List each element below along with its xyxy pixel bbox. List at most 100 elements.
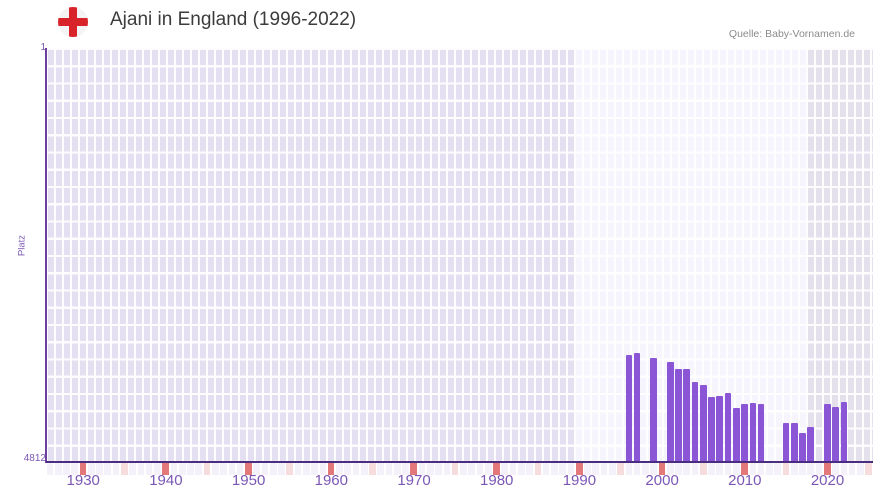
year-marker-1964	[360, 463, 368, 475]
year-marker-1975	[451, 463, 459, 475]
england-flag-icon	[58, 7, 88, 37]
bar-2010[interactable]	[741, 404, 748, 462]
year-marker-1967	[385, 463, 393, 475]
year-marker-2006	[708, 463, 715, 475]
y-tick-label-bottom: 4812	[23, 453, 46, 464]
bar-2004[interactable]	[691, 382, 699, 462]
x-tick-label-1940: 1940	[149, 472, 183, 489]
year-marker-1933	[104, 463, 112, 475]
year-marker-1993	[600, 463, 608, 475]
year-marker-1959	[319, 463, 327, 475]
x-tick-label-1960: 1960	[314, 472, 348, 489]
year-marker-1994	[608, 463, 616, 475]
year-marker-2002	[675, 463, 682, 475]
year-marker-1998	[642, 463, 649, 475]
bar-2011[interactable]	[749, 403, 757, 462]
year-marker-1999	[650, 463, 657, 475]
decade-marker-1930	[79, 463, 87, 475]
bar-2021[interactable]	[832, 407, 839, 462]
year-marker-2019	[815, 463, 823, 475]
year-marker-1973	[435, 463, 442, 475]
bar-2022[interactable]	[840, 401, 848, 462]
year-marker-1986	[542, 463, 550, 475]
bar-2017[interactable]	[799, 433, 806, 462]
year-marker-1938	[145, 463, 153, 475]
year-marker-2024	[857, 463, 864, 475]
decade-marker-1940	[162, 463, 170, 475]
year-marker-1958	[311, 463, 318, 475]
page-title: Ajani in England (1996-2022)	[110, 9, 357, 30]
year-marker-1945	[203, 463, 211, 475]
year-marker-2005	[699, 463, 707, 475]
year-marker-1966	[377, 463, 385, 475]
x-tick-label-1980: 1980	[480, 472, 514, 489]
year-marker-1982	[509, 463, 517, 475]
x-axis-line	[46, 461, 873, 463]
year-marker-1926	[46, 463, 54, 475]
year-marker-1974	[443, 463, 451, 475]
bar-2015[interactable]	[782, 422, 790, 462]
bar-2012[interactable]	[757, 403, 765, 462]
bar-2018[interactable]	[807, 426, 815, 462]
year-marker-1949	[236, 463, 244, 475]
year-marker-2003	[683, 463, 691, 475]
year-marker-1952	[261, 463, 269, 475]
flag-cross-vertical	[69, 7, 77, 37]
year-marker-2017	[799, 463, 806, 475]
chart-header: Ajani in England (1996-2022) Quelle: Bab…	[0, 0, 873, 44]
year-marker-2025	[865, 463, 872, 475]
year-marker-2012	[757, 463, 765, 475]
year-marker-1956	[294, 463, 302, 475]
year-marker-2013	[766, 463, 773, 475]
y-tick-label-top: 1	[40, 42, 46, 53]
y-axis-title: Platz	[16, 234, 28, 257]
year-marker-1955	[286, 463, 294, 475]
year-marker-1984	[526, 463, 533, 475]
year-marker-1931	[87, 463, 95, 475]
year-marker-1978	[476, 463, 484, 475]
bar-2003[interactable]	[683, 369, 691, 462]
year-marker-2009	[733, 463, 740, 475]
year-marker-1989	[567, 463, 575, 475]
y-axis-line	[45, 48, 47, 463]
year-marker-1954	[278, 463, 285, 475]
bar-1997[interactable]	[633, 353, 641, 462]
year-marker-2001	[666, 463, 674, 475]
year-marker-1963	[352, 463, 360, 475]
x-tick-label-2010: 2010	[728, 472, 762, 489]
bar-2016[interactable]	[790, 423, 798, 462]
year-marker-1932	[96, 463, 103, 475]
year-marker-1957	[302, 463, 310, 475]
decade-marker-1960	[327, 463, 335, 475]
year-marker-1935	[121, 463, 128, 475]
decade-marker-1950	[245, 463, 252, 475]
bar-2020[interactable]	[823, 403, 831, 462]
year-marker-1991	[584, 463, 591, 475]
bar-2006[interactable]	[708, 396, 715, 462]
x-tick-label-1970: 1970	[397, 472, 431, 489]
bar-2002[interactable]	[675, 368, 682, 462]
bar-2005[interactable]	[699, 385, 707, 462]
year-marker-1941	[170, 463, 178, 475]
bar-1999[interactable]	[650, 357, 657, 462]
year-marker-1939	[154, 463, 161, 475]
year-marker-1953	[269, 463, 277, 475]
year-marker-1947	[220, 463, 227, 475]
year-marker-1977	[468, 463, 476, 475]
bar-2009[interactable]	[733, 407, 740, 462]
year-marker-1985	[534, 463, 542, 475]
year-marker-1962	[344, 463, 351, 475]
year-marker-1965	[369, 463, 376, 475]
year-marker-1997	[633, 463, 641, 475]
bar-2007[interactable]	[716, 396, 724, 462]
bar-2008[interactable]	[724, 392, 732, 462]
year-marker-1944	[195, 463, 203, 475]
year-marker-2023	[848, 463, 856, 475]
year-marker-1976	[460, 463, 467, 475]
year-marker-1934	[112, 463, 120, 475]
decade-marker-2010	[741, 463, 748, 475]
bar-1996[interactable]	[625, 354, 633, 462]
grid-band-past	[46, 48, 576, 462]
year-marker-2021	[832, 463, 839, 475]
bar-2001[interactable]	[666, 362, 674, 462]
